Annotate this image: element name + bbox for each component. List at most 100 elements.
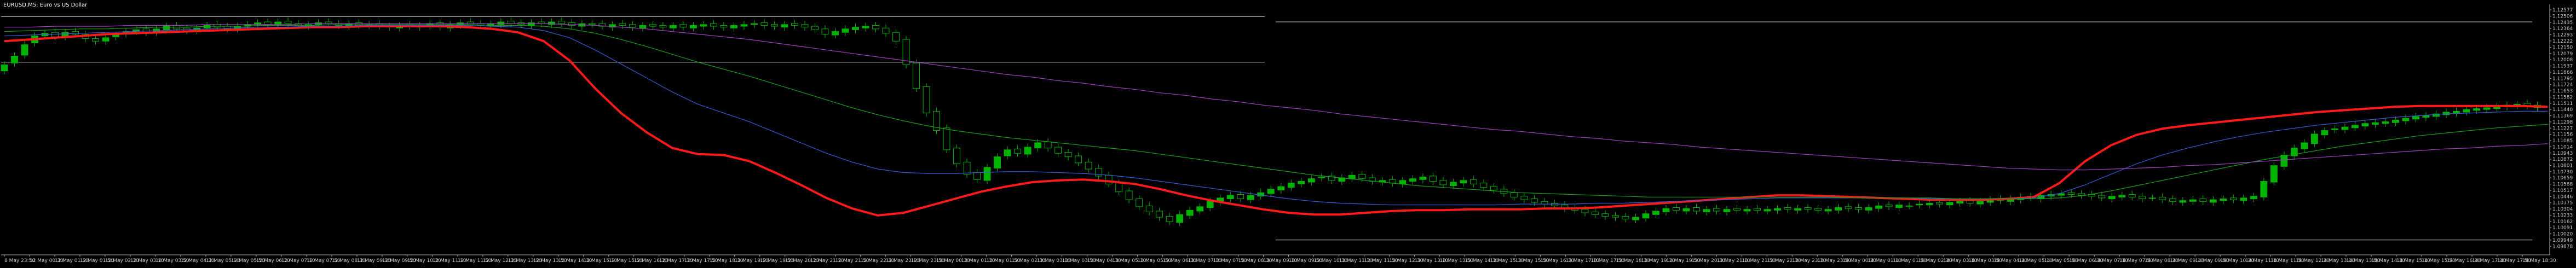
- candle-body: [2473, 108, 2480, 111]
- candle-body: [913, 62, 920, 89]
- x-tick-label: 13 May 11:50: [1364, 258, 1398, 264]
- x-tick-label: 8 May 23:50: [4, 258, 35, 264]
- moving-average-line-1: [4, 25, 2548, 217]
- candle-body: [2290, 148, 2298, 156]
- candle-body: [933, 110, 940, 131]
- x-tick-label: 13 May 23:50: [1817, 258, 1851, 264]
- candle-body: [1682, 208, 1690, 212]
- candle-body: [2169, 199, 2176, 202]
- candle-body: [2453, 110, 2460, 114]
- candle-body: [608, 24, 616, 28]
- candle-body: [588, 23, 596, 25]
- x-tick-label: 12 May 03:50: [155, 258, 189, 264]
- candle-body: [2270, 165, 2278, 183]
- candle-body: [700, 24, 707, 27]
- x-tick-label: 13 May 03:50: [1062, 258, 1096, 264]
- x-tick-label: 12 May 07:50: [307, 258, 341, 264]
- y-tick-label: 1.11156: [2552, 132, 2573, 138]
- candle-body: [892, 32, 900, 42]
- candle-body: [710, 23, 717, 27]
- candle-body: [1226, 195, 1234, 200]
- candle-body: [832, 31, 839, 36]
- candle-body: [2463, 109, 2470, 113]
- candle-body: [2058, 193, 2065, 196]
- x-tick-label: 13 May 04:30: [1087, 258, 1121, 264]
- x-tick-label: 13 May 20:30: [1691, 258, 1725, 264]
- x-tick-label: 13 May 22:30: [1767, 258, 1801, 264]
- y-tick-label: 1.10801: [2552, 163, 2573, 168]
- candle-body: [507, 20, 515, 24]
- candle-body: [1176, 214, 1184, 223]
- x-tick-label: 12 May 13:10: [508, 258, 542, 264]
- y-tick-label: 1.12222: [2552, 39, 2573, 44]
- candle-body: [1034, 142, 1042, 149]
- candle-body: [1926, 203, 1933, 206]
- y-tick-label: 1.10588: [2552, 182, 2573, 188]
- candle-body: [953, 148, 960, 164]
- y-tick-label: 1.11795: [2552, 76, 2573, 81]
- y-tick-label: 1.10375: [2552, 201, 2573, 206]
- candle-body: [1936, 202, 1944, 205]
- candle-body: [963, 161, 971, 175]
- candle-body: [274, 21, 282, 25]
- candle-body: [2412, 116, 2419, 120]
- candle-body: [2321, 130, 2329, 136]
- candle-body: [1196, 206, 1204, 212]
- candle-body: [1693, 207, 1700, 212]
- y-tick-label: 1.12150: [2552, 45, 2573, 50]
- x-tick-label: 13 May 13:50: [1439, 258, 1473, 264]
- x-tick-label: 13 May 07:50: [1213, 258, 1247, 264]
- candle-body: [2240, 197, 2247, 201]
- candle-body: [2433, 113, 2440, 117]
- candle-body: [1510, 192, 1518, 197]
- candle-body: [1541, 201, 1548, 205]
- candle-body: [1632, 217, 1639, 220]
- x-tick-label: 12 May 09:50: [382, 258, 416, 264]
- candle-body: [1125, 190, 1133, 200]
- candle-body: [983, 167, 991, 181]
- x-tick-label: 13 May 21:10: [1716, 258, 1750, 264]
- candle-body: [771, 24, 778, 27]
- x-tick-label: 14 May 17:50: [2497, 258, 2531, 264]
- candle-body: [1662, 208, 1670, 213]
- candle-body: [72, 31, 79, 34]
- candle-body: [760, 22, 768, 26]
- candle-body: [1642, 213, 1650, 219]
- x-tick-label: 12 May 04:30: [181, 258, 215, 264]
- candle-body: [2361, 123, 2369, 127]
- y-tick-label: 1.11653: [2552, 89, 2573, 94]
- candle-body: [1966, 200, 1974, 204]
- x-tick-label: 14 May 05:50: [2044, 258, 2078, 264]
- x-tick-label: 13 May 21:50: [1742, 258, 1776, 264]
- candle-body: [1186, 209, 1194, 216]
- x-tick-label: 12 May 19:50: [760, 258, 794, 264]
- candle-body: [689, 25, 697, 28]
- x-tick-label: 14 May 01:50: [1893, 258, 1927, 264]
- x-tick-label: 13 May 06:30: [1163, 258, 1197, 264]
- candle-body: [558, 20, 566, 24]
- candle-body: [1976, 201, 1984, 205]
- y-tick-label: 1.11298: [2552, 120, 2573, 125]
- y-tick-label: 1.11014: [2552, 144, 2573, 150]
- candle-body: [923, 86, 930, 114]
- x-tick-label: 13 May 07:10: [1188, 258, 1222, 264]
- x-tick-label: 13 May 02:30: [1012, 258, 1046, 264]
- x-tick-label: 13 May 10:30: [1313, 258, 1347, 264]
- candle-body: [659, 25, 667, 28]
- candle-body: [2371, 122, 2379, 125]
- candle-body: [1845, 206, 1852, 209]
- x-tick-label: 14 May 01:10: [1868, 258, 1901, 264]
- y-tick-label: 1.12008: [2552, 57, 2573, 63]
- candle-body: [1490, 186, 1497, 190]
- candle-body: [1307, 178, 1315, 183]
- candle-body: [264, 21, 272, 25]
- x-tick-label: 12 May 21:10: [810, 258, 844, 264]
- y-tick-label: 1.09949: [2552, 238, 2573, 243]
- x-tick-label: 13 May 01:10: [961, 258, 995, 264]
- chart-title: EURUSD,M5: Euro vs US Dollar: [3, 2, 88, 8]
- y-tick-label: 1.10446: [2552, 194, 2573, 200]
- x-tick-label: 13 May 19:10: [1641, 258, 1675, 264]
- candle-body: [1014, 148, 1022, 154]
- candle-body: [801, 24, 809, 28]
